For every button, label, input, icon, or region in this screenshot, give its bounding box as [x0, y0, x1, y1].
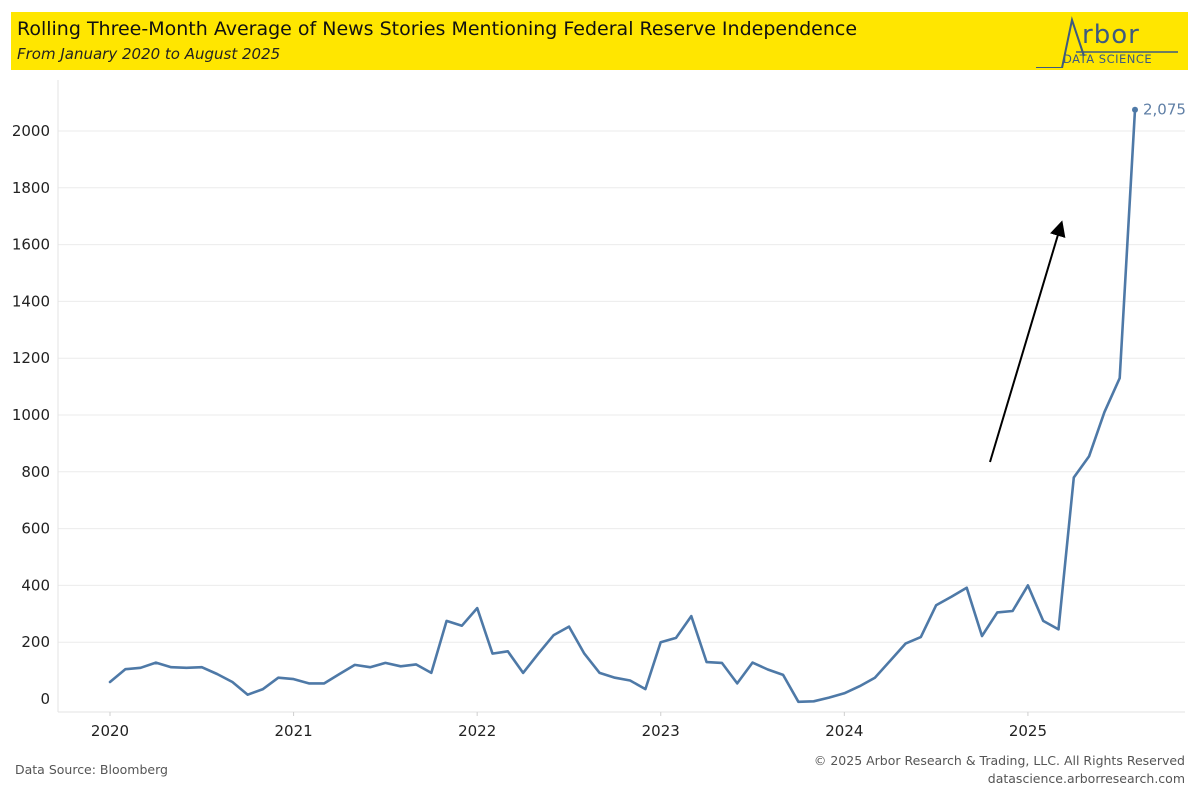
- x-tick-label: 2025: [1009, 722, 1047, 740]
- logo-wordmark: rbor: [1082, 20, 1140, 50]
- y-tick-label: 1400: [12, 292, 50, 310]
- x-tick-label: 2024: [825, 722, 863, 740]
- website-link[interactable]: datascience.arborresearch.com: [987, 771, 1185, 786]
- y-tick-label: 1200: [12, 349, 50, 367]
- annotations: [989, 220, 1066, 463]
- y-tick-label: 600: [21, 520, 50, 538]
- series-line: [108, 108, 1137, 704]
- y-tick-label: 0: [40, 690, 50, 708]
- y-tick-label: 1600: [12, 236, 50, 254]
- y-tick-label: 800: [21, 463, 50, 481]
- gridlines: [58, 130, 1185, 643]
- y-tick-label: 1000: [12, 406, 50, 424]
- x-tick-label: 2022: [458, 722, 496, 740]
- header-band: Rolling Three-Month Average of News Stor…: [11, 12, 1188, 70]
- series: 2,075: [108, 101, 1186, 704]
- chart-subtitle: From January 2020 to August 2025: [17, 45, 281, 63]
- arbor-logo-icon: [1036, 16, 1178, 68]
- x-tick-label: 2023: [642, 722, 680, 740]
- copyright: © 2025 Arbor Research & Trading, LLC. Al…: [813, 753, 1185, 768]
- x-tick-label: 2020: [91, 722, 129, 740]
- data-source: Data Source: Bloomberg: [15, 762, 168, 777]
- y-tick-label: 1800: [12, 179, 50, 197]
- y-tick-label: 2000: [12, 122, 50, 140]
- y-axis-ticks: 0 200 400 600 800 1000 1200 1400 1600 1800 2000: [12, 122, 50, 708]
- chart-title: Rolling Three-Month Average of News Stor…: [17, 18, 858, 40]
- end-point-marker: [1132, 106, 1138, 113]
- trend-arrow: [989, 220, 1066, 463]
- end-point-label: 2,075: [1143, 101, 1186, 119]
- x-axis-ticks: 2020 2021 2022 2023 2024 2025: [91, 712, 1047, 740]
- y-tick-label: 200: [21, 633, 50, 651]
- y-tick-label: 400: [21, 576, 50, 594]
- logo-subtitle: DATA SCIENCE: [1063, 52, 1153, 66]
- axes: [57, 80, 1185, 713]
- x-tick-label: 2021: [274, 722, 312, 740]
- arbor-logo: rbor DATA SCIENCE: [1028, 14, 1178, 68]
